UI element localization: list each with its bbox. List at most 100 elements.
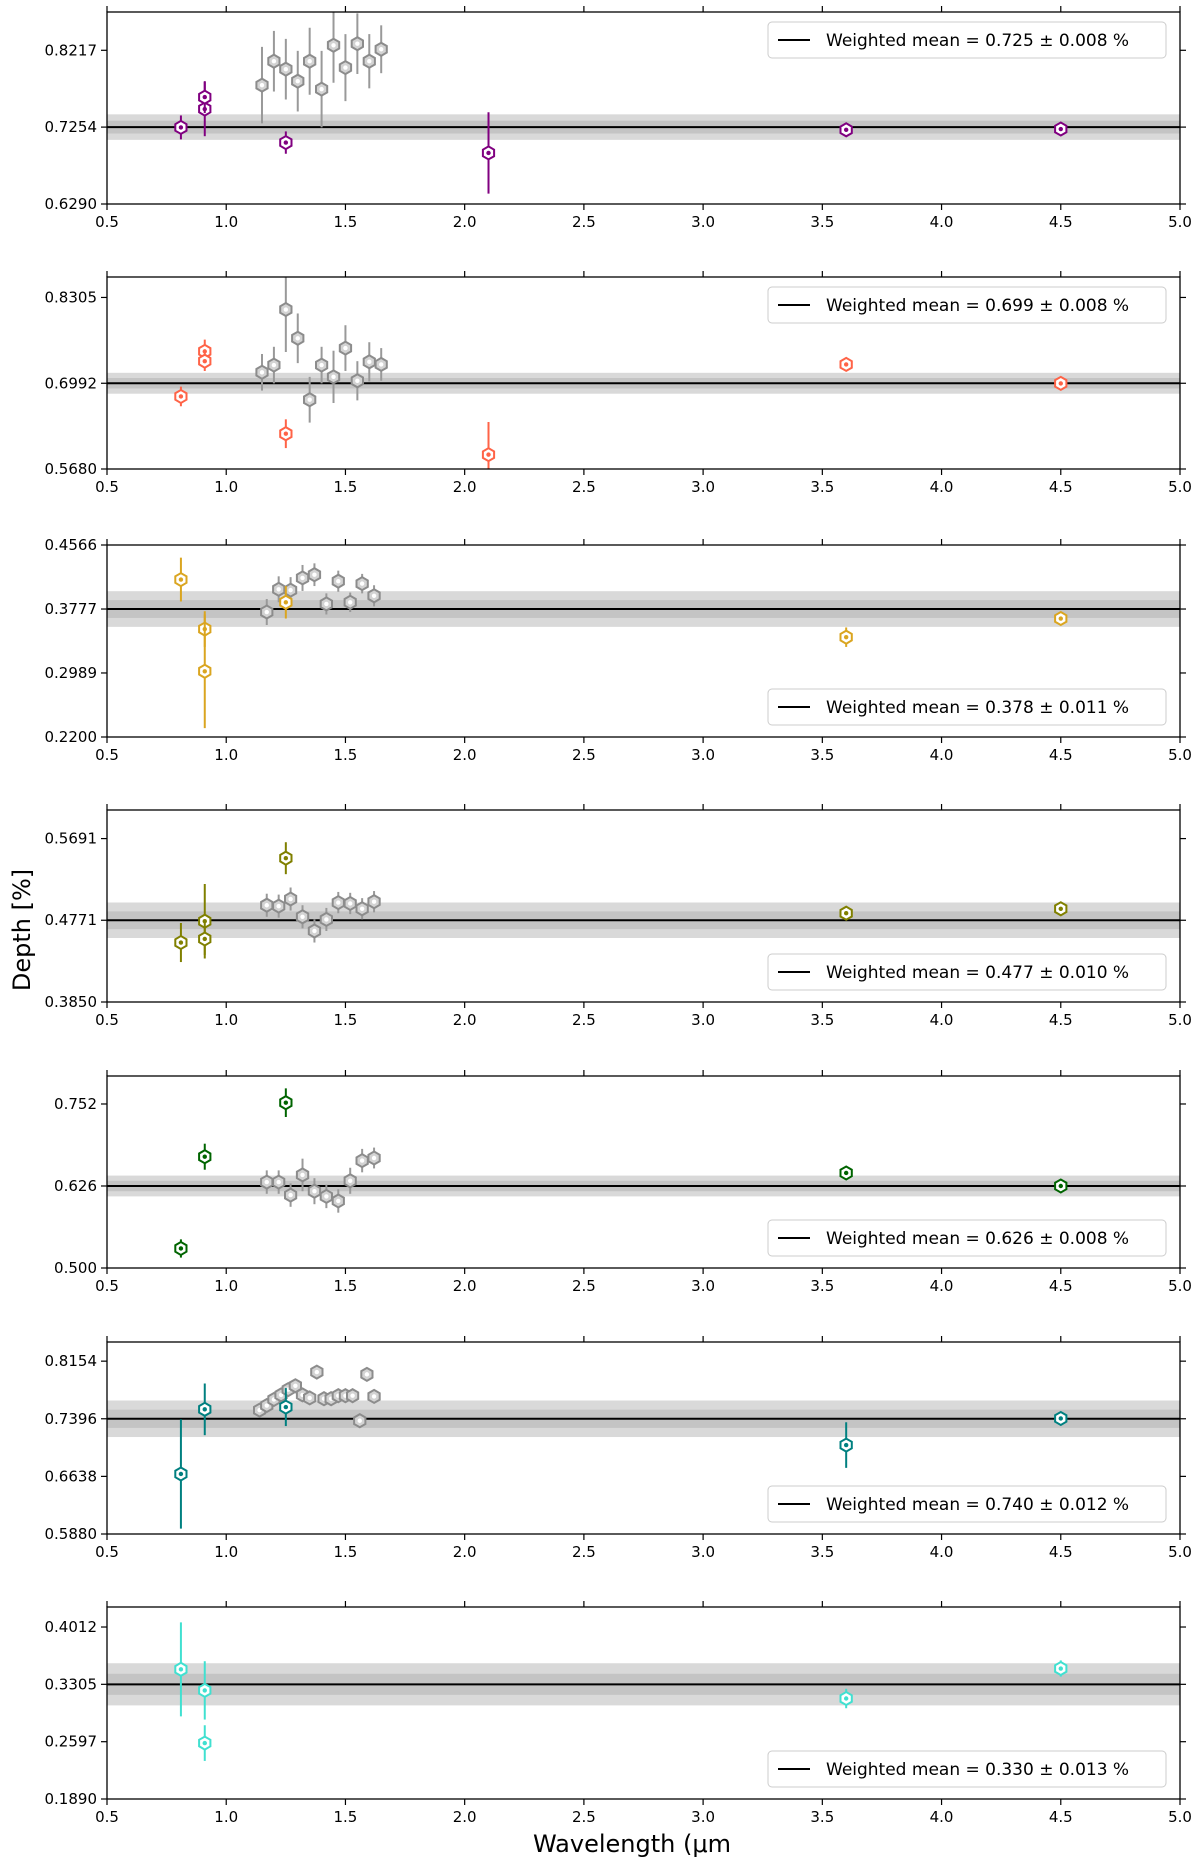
x-tick-label: 1.5 (334, 1543, 358, 1561)
legend-box (767, 21, 1167, 59)
x-tick-label: 2.0 (453, 746, 477, 764)
data-point-center (288, 1192, 293, 1198)
plot-area (107, 1088, 1180, 1258)
data-point-center (371, 1394, 377, 1399)
data-point-center (343, 65, 348, 70)
legend-box (767, 953, 1167, 991)
legend-label: Weighted mean = 0.699 ± 0.008 % (826, 296, 1129, 316)
panel-3: 0.5 1.0 1.5 2.0 2.5 3.0 3.5 4.0 4.5 5.0 0.2200 0.29… (45, 536, 1192, 764)
data-point-center (324, 601, 329, 607)
data-point-center (348, 901, 353, 906)
y-tick-label: 0.3305 (45, 1675, 98, 1693)
data-point-center (259, 82, 265, 88)
legend-label: Weighted mean = 0.330 ± 0.013 % (826, 1760, 1129, 1780)
x-tick-label: 0.5 (95, 1543, 119, 1561)
y-tick-label: 0.1890 (45, 1790, 98, 1808)
y-tick-label: 0.8305 (45, 288, 98, 306)
data-point-center (283, 1100, 289, 1105)
panel-1: 0.5 1.0 1.5 2.0 2.5 3.0 3.5 4.0 4.5 5.0 0.6290 0.72… (45, 6, 1192, 231)
x-tick-label: 0.5 (95, 213, 119, 231)
x-tick-label: 2.5 (572, 1011, 596, 1029)
plot-area (107, 1622, 1180, 1761)
axes-frame (106, 11, 1181, 205)
plot-area (107, 277, 1180, 469)
data-point-center (300, 914, 305, 919)
data-point-center (276, 1179, 281, 1185)
data-point-center (288, 896, 293, 902)
data-point-center (264, 903, 269, 908)
y-tick-label: 0.5680 (45, 460, 98, 478)
x-tick-label: 3.5 (810, 1277, 834, 1295)
y-tick-label: 0.7396 (45, 1410, 98, 1428)
data-point-center (359, 581, 365, 586)
x-tick-label: 4.5 (1049, 478, 1073, 496)
x-tick-label: 2.0 (453, 213, 477, 231)
data-point-center (202, 1740, 207, 1746)
legend-label: Weighted mean = 0.378 ± 0.011 % (826, 698, 1129, 718)
data-point-center (283, 600, 289, 605)
data-point-center (843, 1442, 849, 1448)
x-tick-label: 1.0 (214, 213, 238, 231)
data-point-center (271, 362, 277, 368)
x-tick-label: 0.5 (95, 478, 119, 496)
plot-area (107, 557, 1180, 729)
data-point-center (371, 899, 377, 904)
y-tick-label: 0.2989 (45, 664, 98, 682)
x-tick-label: 4.5 (1049, 1808, 1073, 1826)
x-tick-label: 4.0 (930, 746, 954, 764)
data-point-center (319, 86, 324, 92)
data-point-center (379, 362, 384, 367)
axes-frame (106, 544, 1181, 738)
data-point-center (295, 336, 300, 341)
x-tick-label: 2.0 (453, 1808, 477, 1826)
data-point-center (312, 1189, 317, 1194)
x-tick-label: 3.0 (691, 478, 715, 496)
data-point-center (278, 1392, 284, 1398)
data-point-center (295, 78, 300, 84)
legend: Weighted mean = 0.626 ± 0.008 % (767, 1219, 1167, 1257)
legend-box (767, 688, 1167, 726)
x-tick-label: 1.5 (334, 213, 358, 231)
panel-2: 0.5 1.0 1.5 2.0 2.5 3.0 3.5 4.0 4.5 5.0 0.5680 0.69… (45, 271, 1192, 496)
data-point-center (359, 1158, 365, 1163)
data-point-center (1058, 126, 1063, 132)
data-point-center (324, 1194, 329, 1199)
data-point-center (312, 572, 317, 577)
y-tick-label: 0.2200 (45, 728, 98, 746)
x-tick-label: 3.0 (691, 1277, 715, 1295)
x-tick-label: 1.5 (334, 1277, 358, 1295)
x-tick-label: 1.0 (214, 1808, 238, 1826)
legend: Weighted mean = 0.725 ± 0.008 % (767, 21, 1167, 59)
data-point-center (336, 578, 341, 584)
data-point-center (367, 359, 372, 365)
data-point-center (202, 919, 207, 924)
data-point-center (371, 593, 377, 598)
data-point-center (202, 358, 207, 364)
plot-area (107, 1364, 1180, 1529)
x-tick-label: 2.0 (453, 1543, 477, 1561)
panel-5: 0.5 1.0 1.5 2.0 2.5 3.0 3.5 4.0 4.5 5.0 0.500 0.626… (54, 1070, 1192, 1295)
x-tick-label: 5.0 (1168, 1011, 1192, 1029)
data-point-center (178, 1667, 184, 1672)
data-point-center (283, 140, 289, 145)
x-tick-label: 0.5 (95, 746, 119, 764)
data-point-center (293, 1383, 298, 1388)
data-point-center (259, 370, 265, 375)
x-tick-label: 1.0 (214, 1011, 238, 1029)
x-tick-label: 2.0 (453, 1011, 477, 1029)
data-point-center (307, 397, 312, 402)
data-point-center (202, 1154, 207, 1159)
data-point-center (348, 1178, 353, 1183)
y-axis-label: Depth [%] (8, 869, 36, 991)
x-tick-label: 1.0 (214, 478, 238, 496)
x-tick-label: 2.5 (572, 746, 596, 764)
data-point-center (264, 1179, 269, 1185)
y-tick-label: 0.2597 (45, 1733, 98, 1751)
x-tick-label: 4.5 (1049, 746, 1073, 764)
x-tick-label: 1.0 (214, 1543, 238, 1561)
x-tick-label: 2.5 (572, 1808, 596, 1826)
legend-box (767, 1219, 1167, 1257)
axes-frame (106, 1075, 1181, 1269)
data-point-center (178, 394, 184, 399)
x-tick-label: 5.0 (1168, 746, 1192, 764)
